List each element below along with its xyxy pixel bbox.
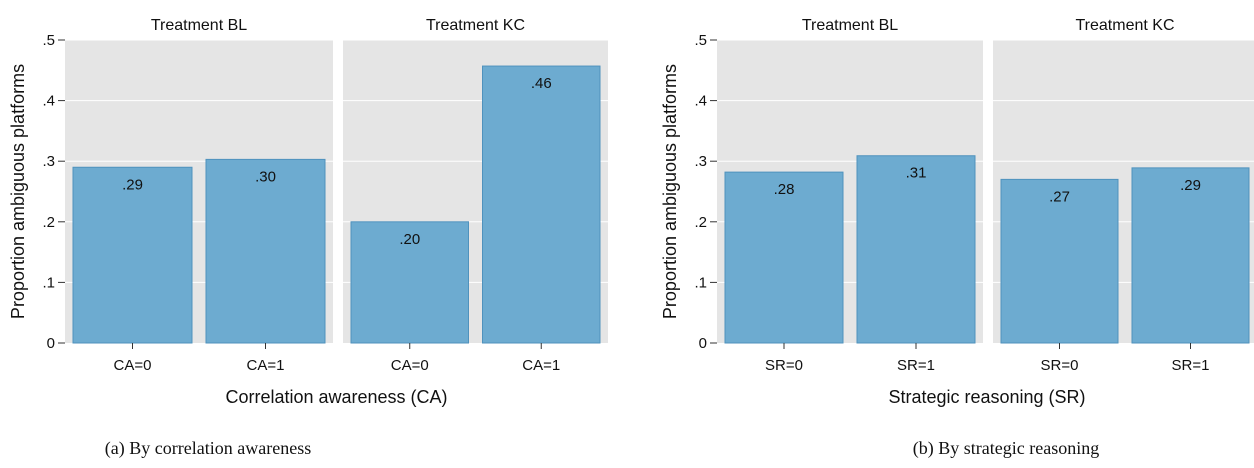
bar [856, 155, 976, 344]
y-axis-label: Proportion ambiguous platforms [8, 64, 28, 319]
bar-value-label: .20 [399, 231, 420, 248]
y-tick-label: .1 [42, 274, 55, 291]
bar-value-label: .27 [1049, 188, 1070, 205]
facet-1: Treatment BL .28 SR=0 .31 SR=1 [717, 17, 983, 374]
x-tick-label: CA=1 [247, 357, 285, 374]
y-tick-label: .5 [42, 32, 55, 49]
facet-2: Treatment KC .27 SR=0 .29 SR=1 [993, 17, 1254, 374]
y-tick-label: .4 [42, 93, 55, 110]
y-tick-label: .2 [694, 214, 707, 231]
x-axis-label: Correlation awareness (CA) [225, 387, 447, 407]
facet-title: Treatment BL [802, 17, 898, 34]
bar [724, 171, 844, 344]
facet-title: Treatment KC [1076, 17, 1175, 34]
x-tick-label: CA=0 [391, 357, 429, 374]
bar [482, 65, 601, 344]
bar-value-label: .30 [255, 168, 276, 185]
bar [72, 166, 193, 344]
caption-a: (a) By correlation awareness [105, 438, 311, 459]
facet-title: Treatment KC [426, 17, 525, 34]
y-tick-label: .2 [42, 214, 55, 231]
y-tick-label: .5 [694, 32, 707, 49]
x-tick-label: SR=1 [897, 357, 935, 374]
y-axis-label: Proportion ambiguous platforms [660, 64, 680, 319]
facet-1: Treatment BL .29 CA=0 .30 CA=1 [65, 17, 333, 374]
y-tick-label: .3 [694, 153, 707, 170]
caption-b: (b) By strategic reasoning [913, 438, 1099, 459]
bar [350, 221, 469, 344]
y-tick-label: .4 [694, 93, 707, 110]
chart-correlation-awareness: Proportion ambiguous platforms 0 .1 .2 .3 .4.… [8, 17, 608, 407]
y-tick-label: .1 [694, 274, 707, 291]
chart-strategic-reasoning: Proportion ambiguous platforms 0 .1 .2 .3 .4.… [660, 17, 1254, 407]
bar [1131, 167, 1250, 344]
y-tick-label: .3 [42, 153, 55, 170]
bar-value-label: .28 [774, 181, 795, 198]
bar [1000, 178, 1119, 344]
bar-value-label: .29 [1180, 177, 1201, 194]
facet-title: Treatment BL [151, 17, 247, 34]
y-tick-label: 0 [699, 335, 707, 352]
x-tick-label: SR=1 [1172, 357, 1210, 374]
y-tick-label: 0 [47, 335, 55, 352]
x-tick-label: CA=0 [114, 357, 152, 374]
facet-2: Treatment KC .20 CA=0 .46 CA=1 [343, 17, 608, 374]
bar-value-label: .29 [122, 176, 143, 193]
bar-value-label: .46 [531, 75, 552, 92]
bar-value-label: .31 [906, 165, 927, 182]
x-tick-label: SR=0 [765, 357, 803, 374]
x-axis-label: Strategic reasoning (SR) [888, 387, 1085, 407]
x-tick-label: SR=0 [1041, 357, 1079, 374]
bar [205, 158, 326, 344]
x-tick-label: CA=1 [522, 357, 560, 374]
